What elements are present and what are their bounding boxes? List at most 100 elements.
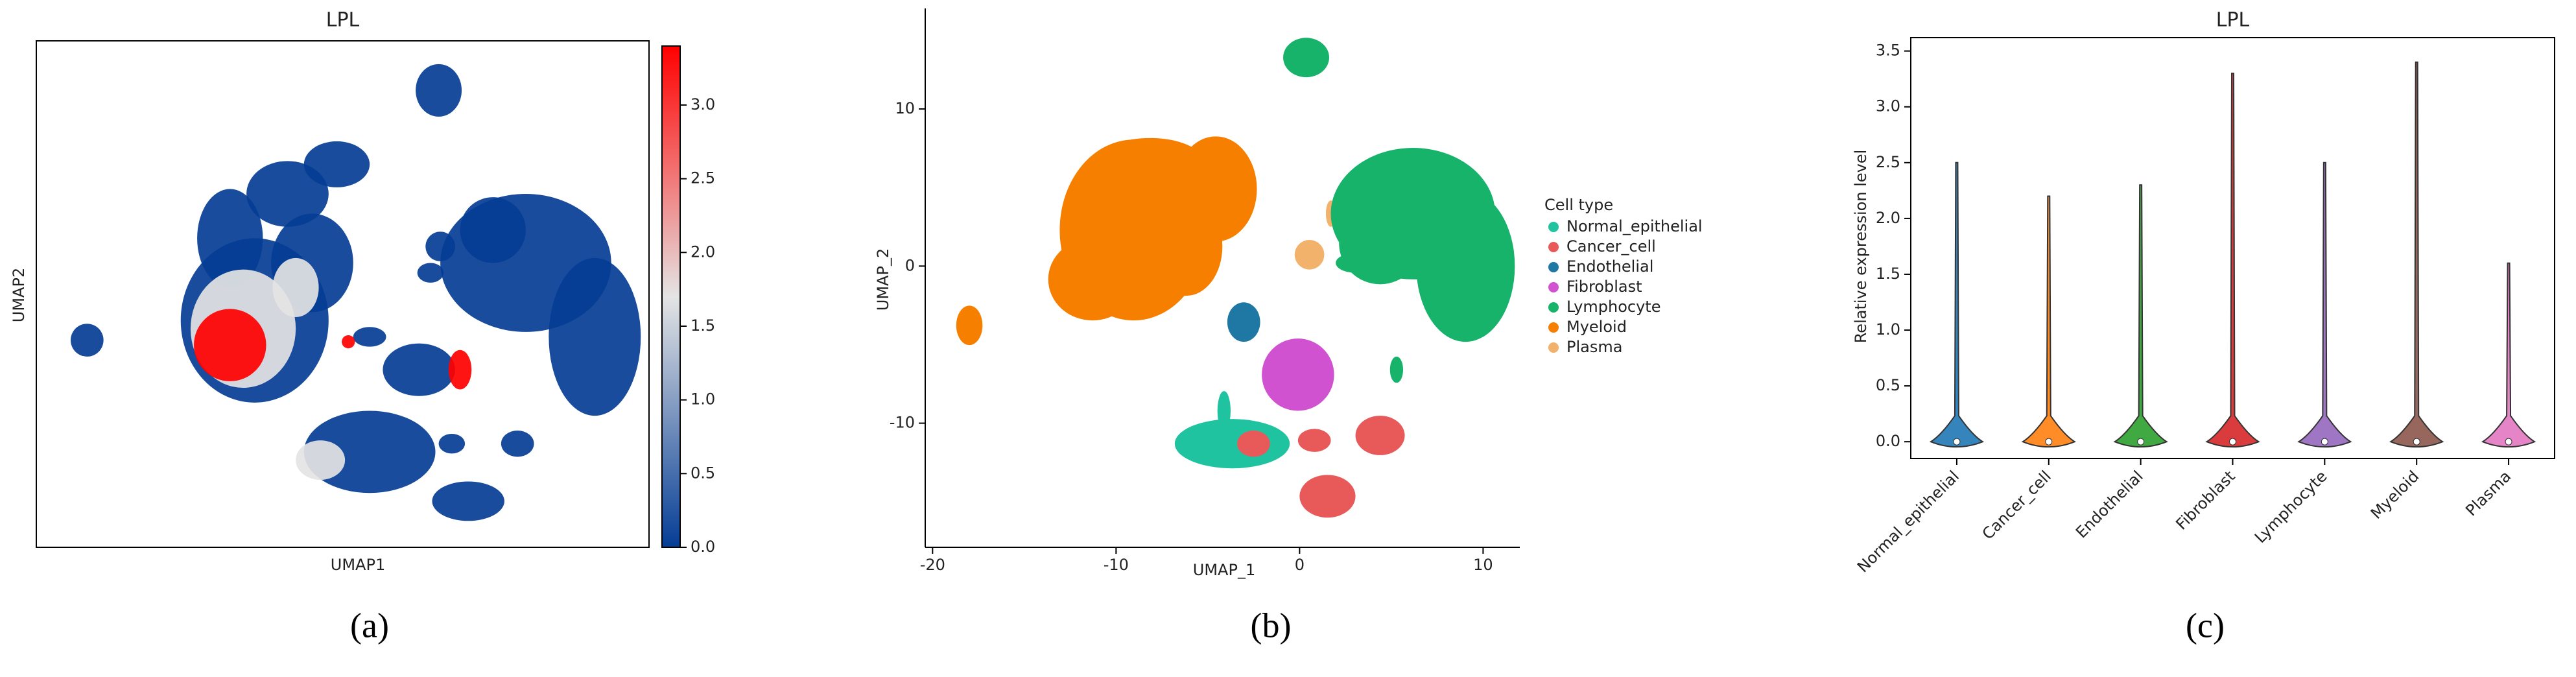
cell-cluster bbox=[383, 343, 455, 396]
colorbar-tick-label: 3.0 bbox=[691, 95, 715, 113]
legend-marker bbox=[1548, 322, 1559, 333]
x-tick-label: Cancer_cell bbox=[1979, 467, 2055, 543]
y-tick-label: 3.5 bbox=[1876, 42, 1900, 60]
colorbar-tick-label: 2.5 bbox=[691, 169, 715, 187]
colorbar-tick-label: 2.0 bbox=[691, 243, 715, 261]
legend-marker bbox=[1548, 242, 1559, 252]
legend-marker bbox=[1548, 302, 1559, 313]
violin bbox=[1929, 161, 1985, 448]
colorbar-tick-label: 1.5 bbox=[691, 316, 715, 335]
y-tick-label: 2.5 bbox=[1876, 153, 1900, 171]
legend-label: Endothelial bbox=[1566, 257, 1653, 276]
legend-title: Cell type bbox=[1544, 196, 1613, 214]
cell-cluster bbox=[460, 197, 526, 263]
cell-cluster bbox=[432, 481, 504, 521]
legend-label: Lymphocyte bbox=[1566, 298, 1660, 316]
y-tick-label: 0.0 bbox=[1876, 432, 1900, 450]
legend-label: Normal_epithelial bbox=[1566, 217, 1703, 235]
caption: (c) bbox=[2186, 606, 2225, 645]
x-tick-label: 0 bbox=[1295, 556, 1305, 574]
violin bbox=[2481, 262, 2536, 448]
cell-cluster bbox=[1299, 475, 1356, 518]
x-tick-label: Fibroblast bbox=[2173, 467, 2239, 533]
median-dot bbox=[2137, 438, 2145, 445]
x-tick-label: -20 bbox=[920, 556, 945, 574]
x-tick-label: Endothelial bbox=[2072, 467, 2147, 541]
violin bbox=[2389, 61, 2444, 448]
cell-cluster bbox=[272, 257, 319, 318]
x-tick-label: Normal_epithelial bbox=[1854, 467, 1963, 576]
x-tick-label: Plasma bbox=[2462, 467, 2514, 519]
cell-cluster bbox=[416, 64, 462, 117]
median-dot bbox=[2413, 438, 2420, 445]
legend-marker bbox=[1548, 282, 1559, 292]
legend-label: Fibroblast bbox=[1566, 278, 1642, 296]
cell-cluster bbox=[342, 335, 355, 349]
cell-cluster bbox=[448, 350, 472, 390]
cell-cluster bbox=[1262, 338, 1334, 411]
x-tick-label: Lymphocyte bbox=[2251, 467, 2331, 547]
x-tick-label: -10 bbox=[1104, 556, 1129, 574]
x-tick-label: 10 bbox=[1473, 556, 1493, 574]
median-dot bbox=[2321, 438, 2328, 445]
y-axis-label: Relative expression level bbox=[1852, 150, 1870, 344]
y-axis-label: UMAP2 bbox=[10, 268, 28, 322]
legend-marker bbox=[1548, 262, 1559, 272]
y-tick-label: 2.0 bbox=[1876, 209, 1900, 227]
cell-cluster bbox=[1389, 356, 1404, 383]
x-axis-label: UMAP_1 bbox=[1193, 561, 1255, 579]
legend-label: Myeloid bbox=[1566, 318, 1627, 336]
y-tick-label: 1.0 bbox=[1876, 320, 1900, 338]
cell-cluster bbox=[417, 263, 444, 283]
caption: (a) bbox=[350, 606, 389, 645]
cell-cluster bbox=[1227, 302, 1260, 342]
cell-cluster bbox=[425, 232, 455, 261]
y-tick-label: -10 bbox=[890, 414, 915, 432]
colorbar-tick-label: 0.0 bbox=[691, 538, 715, 556]
median-dot bbox=[2229, 438, 2236, 445]
chart-title: LPL bbox=[326, 9, 360, 32]
caption: (b) bbox=[1251, 606, 1292, 645]
x-axis-label: UMAP1 bbox=[331, 556, 385, 574]
y-axis-label: UMAP_2 bbox=[874, 248, 892, 311]
plot-frame bbox=[1910, 37, 2555, 459]
cell-cluster bbox=[1217, 391, 1231, 431]
cell-cluster bbox=[1355, 416, 1405, 455]
cell-cluster bbox=[1097, 137, 1203, 184]
cell-cluster bbox=[1283, 38, 1330, 78]
cell-cluster bbox=[353, 327, 386, 347]
legend-label: Plasma bbox=[1566, 338, 1622, 356]
cell-cluster bbox=[549, 257, 641, 416]
cell-cluster bbox=[1174, 419, 1290, 469]
cell-cluster bbox=[956, 305, 983, 346]
cell-cluster bbox=[1416, 190, 1515, 342]
legend-label: Cancer_cell bbox=[1566, 237, 1656, 255]
y-tick-label: 0.5 bbox=[1876, 376, 1900, 394]
colorbar-tick-label: 1.0 bbox=[691, 390, 715, 409]
violin bbox=[2113, 184, 2168, 448]
colorbar bbox=[661, 45, 681, 548]
cell-cluster bbox=[438, 433, 466, 454]
cell-cluster bbox=[501, 430, 534, 457]
median-dot bbox=[1953, 438, 1961, 445]
cell-cluster bbox=[1048, 238, 1137, 321]
y-tick-label: 10 bbox=[895, 99, 915, 117]
cell-cluster bbox=[70, 324, 104, 357]
x-tick-label: Myeloid bbox=[2367, 467, 2423, 523]
violin bbox=[2205, 73, 2260, 448]
cell-cluster bbox=[1336, 253, 1375, 273]
y-tick-label: 0 bbox=[905, 256, 915, 274]
cell-cluster bbox=[1150, 197, 1223, 296]
violin bbox=[2021, 195, 2076, 448]
legend-marker bbox=[1548, 222, 1559, 232]
y-tick-label: 1.5 bbox=[1876, 265, 1900, 283]
plot-frame bbox=[36, 40, 650, 548]
cell-cluster bbox=[194, 309, 266, 381]
median-dot bbox=[2505, 438, 2512, 445]
cell-cluster bbox=[1237, 430, 1270, 457]
cell-cluster bbox=[246, 161, 329, 227]
legend-marker bbox=[1548, 342, 1559, 353]
cell-cluster bbox=[1294, 239, 1325, 270]
